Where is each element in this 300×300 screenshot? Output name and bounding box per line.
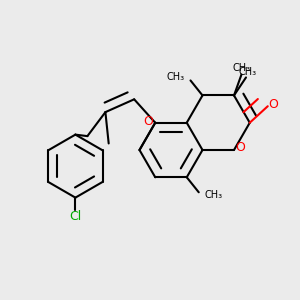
Text: CH₃: CH₃ — [232, 63, 250, 73]
Text: CH₃: CH₃ — [167, 72, 184, 82]
Text: O: O — [144, 115, 154, 128]
Text: Cl: Cl — [69, 210, 82, 223]
Text: O: O — [236, 141, 245, 154]
Text: CH₃: CH₃ — [238, 67, 256, 77]
Text: CH₃: CH₃ — [204, 190, 222, 200]
Text: O: O — [268, 98, 278, 111]
